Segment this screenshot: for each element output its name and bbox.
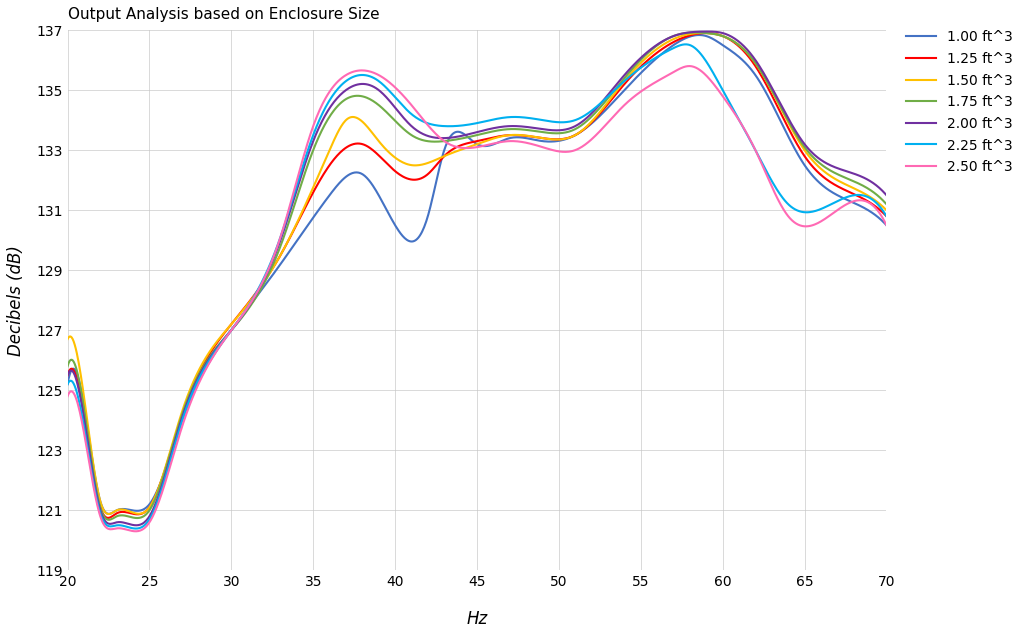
1.25 ft^3 <box>584 120 596 128</box>
1.00 ft^3 <box>559 135 571 143</box>
1.00 ft^3 <box>881 222 893 229</box>
1.25 ft^3 <box>113 509 125 516</box>
Line: 1.25 ft^3: 1.25 ft^3 <box>68 33 887 518</box>
1.25 ft^3 <box>538 135 550 142</box>
1.00 ft^3 <box>584 121 596 128</box>
1.00 ft^3 <box>61 380 74 388</box>
2.25 ft^3 <box>584 108 596 116</box>
1.50 ft^3 <box>102 511 115 518</box>
2.00 ft^3 <box>130 521 142 529</box>
1.75 ft^3 <box>688 29 700 36</box>
1.25 ft^3 <box>61 371 74 379</box>
1.25 ft^3 <box>769 97 781 105</box>
1.75 ft^3 <box>683 29 695 36</box>
2.00 ft^3 <box>881 191 893 199</box>
1.00 ft^3 <box>113 505 125 513</box>
1.00 ft^3 <box>692 31 705 39</box>
2.25 ft^3 <box>61 380 74 388</box>
1.00 ft^3 <box>538 138 550 145</box>
2.50 ft^3 <box>538 144 550 151</box>
2.25 ft^3 <box>112 521 124 529</box>
Line: 1.00 ft^3: 1.00 ft^3 <box>68 35 887 514</box>
2.25 ft^3 <box>679 41 691 48</box>
1.75 ft^3 <box>559 129 571 137</box>
Line: 2.00 ft^3: 2.00 ft^3 <box>68 32 887 525</box>
2.00 ft^3 <box>701 28 714 36</box>
2.00 ft^3 <box>584 111 596 119</box>
2.25 ft^3 <box>684 41 696 49</box>
2.50 ft^3 <box>130 528 142 535</box>
2.50 ft^3 <box>112 525 124 532</box>
Line: 2.25 ft^3: 2.25 ft^3 <box>68 44 887 528</box>
2.00 ft^3 <box>538 126 550 133</box>
2.50 ft^3 <box>881 222 893 229</box>
2.25 ft^3 <box>559 118 571 126</box>
1.50 ft^3 <box>881 206 893 214</box>
1.75 ft^3 <box>61 363 74 370</box>
2.50 ft^3 <box>559 148 571 156</box>
1.75 ft^3 <box>113 512 125 519</box>
Line: 2.50 ft^3: 2.50 ft^3 <box>68 66 887 531</box>
1.50 ft^3 <box>61 335 74 343</box>
X-axis label: Hz: Hz <box>466 610 487 628</box>
1.25 ft^3 <box>102 514 115 522</box>
2.50 ft^3 <box>769 189 781 197</box>
1.75 ft^3 <box>584 114 596 122</box>
1.50 ft^3 <box>695 29 708 37</box>
1.00 ft^3 <box>769 105 781 113</box>
2.50 ft^3 <box>584 137 596 144</box>
1.25 ft^3 <box>559 135 571 142</box>
Legend: 1.00 ft^3, 1.25 ft^3, 1.50 ft^3, 1.75 ft^3, 2.00 ft^3, 2.25 ft^3, 2.50 ft^3: 1.00 ft^3, 1.25 ft^3, 1.50 ft^3, 1.75 ft… <box>901 26 1017 178</box>
1.75 ft^3 <box>881 201 893 208</box>
1.00 ft^3 <box>683 33 695 41</box>
1.50 ft^3 <box>538 135 550 142</box>
2.00 ft^3 <box>61 371 74 379</box>
2.00 ft^3 <box>112 518 124 526</box>
2.50 ft^3 <box>61 392 74 400</box>
1.50 ft^3 <box>559 135 571 142</box>
1.50 ft^3 <box>683 30 695 38</box>
2.25 ft^3 <box>538 117 550 124</box>
1.75 ft^3 <box>538 128 550 136</box>
Text: Output Analysis based on Enclosure Size: Output Analysis based on Enclosure Size <box>68 7 379 22</box>
1.75 ft^3 <box>769 92 781 100</box>
2.25 ft^3 <box>881 212 893 220</box>
Line: 1.75 ft^3: 1.75 ft^3 <box>68 32 887 520</box>
Y-axis label: Decibels (dB): Decibels (dB) <box>7 244 25 356</box>
2.00 ft^3 <box>559 126 571 133</box>
1.50 ft^3 <box>584 119 596 127</box>
1.25 ft^3 <box>699 29 712 37</box>
1.50 ft^3 <box>113 506 125 514</box>
1.25 ft^3 <box>683 32 695 39</box>
2.25 ft^3 <box>130 525 142 532</box>
2.00 ft^3 <box>683 29 695 36</box>
2.50 ft^3 <box>684 62 696 70</box>
2.00 ft^3 <box>769 90 781 97</box>
1.50 ft^3 <box>769 93 781 100</box>
1.75 ft^3 <box>102 516 115 524</box>
Line: 1.50 ft^3: 1.50 ft^3 <box>68 33 887 514</box>
1.25 ft^3 <box>881 212 893 220</box>
1.00 ft^3 <box>102 510 115 518</box>
2.25 ft^3 <box>769 182 781 190</box>
2.50 ft^3 <box>683 62 695 70</box>
